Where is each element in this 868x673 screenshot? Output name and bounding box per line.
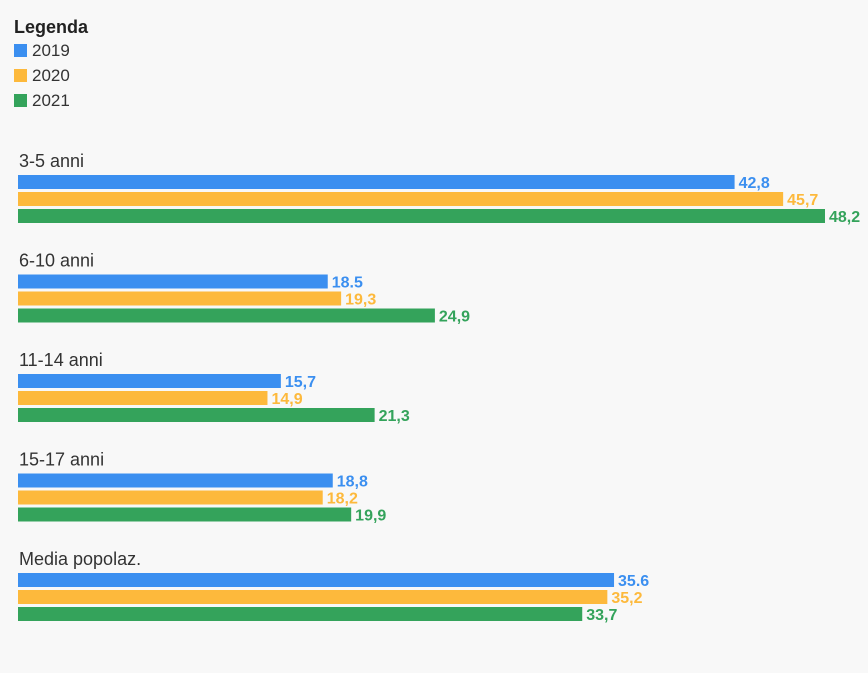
category-label: 6-10 anni [19, 251, 94, 271]
value-label: 18,8 [337, 474, 368, 491]
bar [18, 209, 825, 223]
legend-item-2019: 2019 [14, 38, 88, 63]
value-label: 18,2 [327, 491, 358, 508]
value-label: 42,8 [739, 175, 770, 192]
category-label: 15-17 anni [19, 450, 104, 470]
value-label: 35,2 [611, 590, 642, 607]
legend-label-2021: 2021 [32, 90, 70, 110]
bar [18, 607, 583, 621]
bar [18, 308, 435, 323]
value-label: 24,9 [439, 309, 470, 326]
bar [18, 573, 615, 587]
bar [18, 391, 268, 405]
value-label: 33,7 [586, 607, 617, 624]
value-label: 48,2 [829, 209, 860, 226]
category-label: Media popolaz. [19, 549, 141, 569]
bar [18, 274, 328, 289]
bar [18, 374, 281, 388]
legend: Legenda 2019 2020 2021 [14, 16, 88, 113]
legend-label-2020: 2020 [32, 65, 70, 85]
bar [18, 291, 342, 306]
value-label: 21,3 [379, 408, 410, 425]
bar [18, 408, 375, 422]
value-label: 19,9 [355, 508, 386, 525]
value-label: 15,7 [285, 374, 316, 391]
legend-title: Legenda [14, 17, 89, 37]
value-label: 14,9 [271, 391, 302, 408]
bar [18, 507, 352, 522]
legend-swatch-2020 [14, 69, 27, 82]
legend-swatch-2019 [14, 44, 27, 57]
legend-label-2019: 2019 [32, 40, 70, 60]
value-label: 35.6 [618, 573, 649, 590]
category-label: 11-14 anni [19, 350, 103, 370]
value-label: 45,7 [787, 192, 818, 209]
bar [18, 473, 333, 488]
value-label: 19,3 [345, 292, 376, 309]
legend-item-2020: 2020 [14, 63, 88, 88]
bar [18, 175, 735, 189]
legend-swatch-2021 [14, 94, 27, 107]
bar [18, 192, 784, 206]
category-label: 3-5 anni [19, 151, 84, 171]
bar [18, 590, 608, 604]
bar [18, 490, 323, 505]
legend-item-2021: 2021 [14, 88, 88, 113]
value-label: 18.5 [332, 275, 363, 292]
